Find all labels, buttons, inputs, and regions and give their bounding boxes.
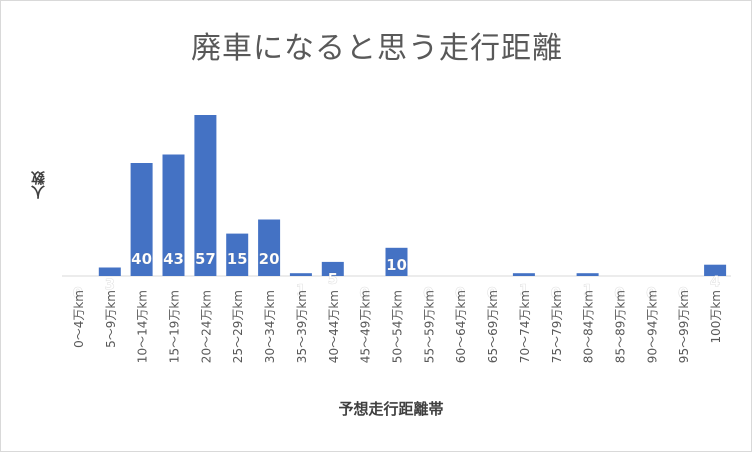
data-label: 43 xyxy=(163,250,184,268)
x-tick-label: 0～4万km xyxy=(72,290,86,348)
x-tick-label: 55～59万km xyxy=(422,290,436,363)
data-label: 0 xyxy=(646,284,656,302)
x-tick-label: 70～74万km xyxy=(518,290,532,363)
bar xyxy=(130,163,153,276)
x-tick-label: 50～54万km xyxy=(391,290,405,363)
bar xyxy=(289,273,312,276)
data-label: 40 xyxy=(131,250,152,268)
data-label: 0 xyxy=(551,284,561,302)
data-label: 4 xyxy=(710,273,720,291)
data-label: 1 xyxy=(519,281,529,299)
data-label: 5 xyxy=(328,270,338,288)
bar xyxy=(704,264,727,276)
x-tick-label: 65～69万km xyxy=(486,290,500,363)
x-tick-label: 80～84万km xyxy=(582,290,596,363)
bar xyxy=(385,247,408,276)
data-label: 0 xyxy=(359,284,369,302)
data-label: 57 xyxy=(195,250,216,268)
bar xyxy=(194,115,217,276)
x-tick-label: 5～9万km xyxy=(104,290,118,348)
data-label: 20 xyxy=(259,250,280,268)
bar xyxy=(98,267,121,276)
data-label: 3 xyxy=(105,276,115,294)
data-label: 0 xyxy=(487,284,497,302)
data-label: 1 xyxy=(582,281,592,299)
bar xyxy=(512,273,535,276)
x-tick-label: 35～39万km xyxy=(295,290,309,363)
data-label: 1 xyxy=(296,281,306,299)
x-tick-label: 30～34万km xyxy=(263,290,277,363)
bar xyxy=(162,154,185,276)
bar xyxy=(258,219,281,276)
x-tick-label: 10～14万km xyxy=(136,290,150,363)
data-label: 15 xyxy=(227,250,248,268)
x-tick-label: 60～64万km xyxy=(454,290,468,363)
x-axis-label: 予想走行距離帯 xyxy=(338,400,444,418)
x-tick-label: 45～49万km xyxy=(359,290,373,363)
bar xyxy=(576,273,599,276)
data-label: 10 xyxy=(386,256,407,274)
x-tick-label: 95～99万km xyxy=(677,290,691,363)
x-tick-label: 25～29万km xyxy=(231,290,245,363)
data-label: 0 xyxy=(614,284,624,302)
data-label: 0 xyxy=(423,284,433,302)
bar xyxy=(321,261,344,276)
bar xyxy=(226,233,249,276)
data-label: 0 xyxy=(73,284,83,302)
chart-title: 廃車になると思う走行距離 xyxy=(191,31,563,66)
x-tick-label: 100万km xyxy=(709,290,723,344)
data-label: 0 xyxy=(455,284,465,302)
x-tick-label: 20～24万km xyxy=(199,290,213,363)
data-label: 0 xyxy=(678,284,688,302)
x-tick-label: 90～94万km xyxy=(645,290,659,363)
x-tick-label: 75～79万km xyxy=(550,290,564,363)
x-tick-label: 40～44万km xyxy=(327,290,341,363)
x-tick-label: 85～89万km xyxy=(614,290,628,363)
x-tick-label: 15～19万km xyxy=(168,290,182,363)
